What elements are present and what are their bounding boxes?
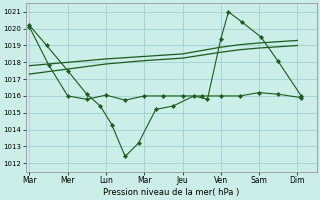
X-axis label: Pression niveau de la mer( hPa ): Pression niveau de la mer( hPa ) (103, 188, 239, 197)
